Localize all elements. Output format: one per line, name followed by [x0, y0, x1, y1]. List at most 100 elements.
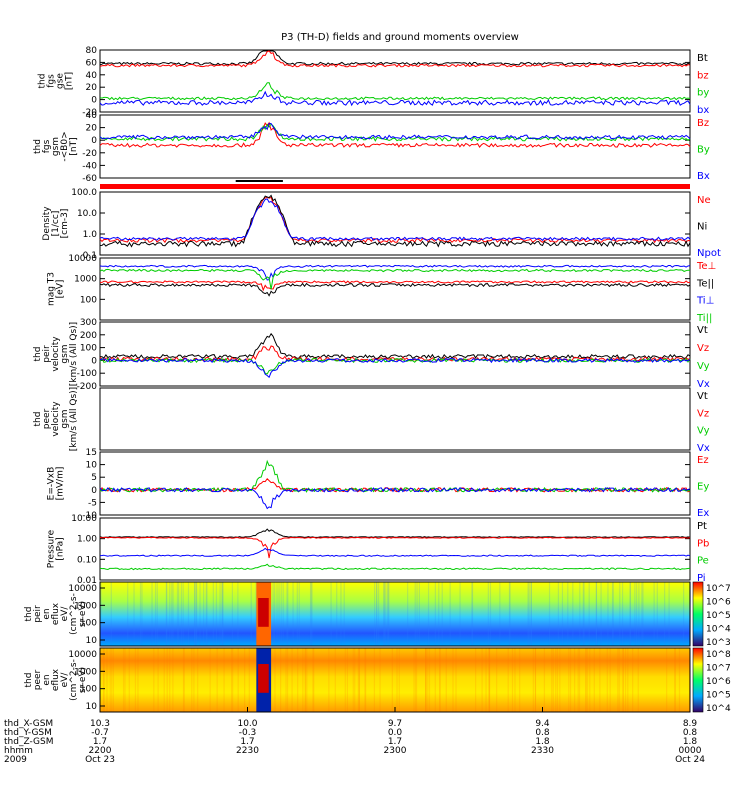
y-tick-label: 10 [86, 636, 98, 646]
spectrogram-streak [666, 648, 668, 712]
spectrogram-streak [621, 582, 624, 646]
panel-ylabel: thd [33, 347, 43, 362]
spectrogram-streak [425, 648, 427, 712]
spectrogram-streak [154, 582, 157, 646]
y-tick-label: 1.00 [77, 535, 97, 545]
x-row-label: hhmm [4, 746, 33, 756]
spectrogram-streak [378, 582, 380, 646]
spectrogram-streak [309, 582, 312, 646]
spectrogram-image [100, 648, 690, 712]
y-tick-label: 0.1 [83, 251, 97, 261]
panel-efield: E=-VxB [mV/m] 15 10 5 0 -5 -10 Ez Ey Ex [47, 448, 710, 521]
spectrogram-streak [475, 648, 477, 712]
spectrogram-streak [222, 582, 224, 646]
spectrogram-streak [579, 582, 581, 646]
panel-frame [99, 321, 691, 387]
x-row-value: 0.8 [535, 728, 550, 738]
spectrogram-streak [203, 582, 205, 646]
spectrogram-streak [414, 582, 416, 646]
legend-By: By [697, 145, 710, 156]
spectrogram-streak [568, 648, 570, 712]
panel-ylabel: sr-eV) [78, 667, 88, 693]
panel-ylabel: thd [33, 412, 43, 427]
spectrogram-image [100, 582, 690, 646]
panel-fgs_gse: thd fgs gse [nT] 80 60 40 20 0 -20 Bt bz by bx [38, 46, 710, 118]
spectrogram-streak [530, 582, 532, 646]
spectrogram-streak [196, 582, 198, 646]
x-row-value: 0.0 [388, 728, 403, 738]
panel-frame [99, 49, 691, 113]
spectrogram-streak [334, 648, 336, 712]
colorbar-tick-label: 10^6 [706, 677, 731, 687]
legend-Ti||: Ti|| [696, 313, 712, 324]
spectrogram-streak [619, 582, 621, 646]
y-tick-label: 100 [80, 295, 97, 305]
panel-ylabel: [km/s (All Qs)] [69, 387, 79, 451]
legend-Bt: Bt [697, 53, 708, 64]
spectrogram-streak [449, 582, 451, 646]
panel-ylabel: thd [38, 74, 48, 89]
spectrogram-streak [438, 582, 440, 646]
x-row-value: 1.7 [388, 737, 402, 747]
spectrogram-streak [624, 648, 627, 712]
x-row-value: 1.7 [93, 737, 107, 747]
spectrogram-streak [231, 582, 233, 646]
panel-peir_velocity: thd peir velocity gsm [km/s (All Qs)] 300 200 1… [33, 318, 710, 392]
series-line-Pb [99, 536, 691, 559]
spectrogram-streak [163, 648, 165, 712]
panel-ylabel: [nT] [65, 72, 75, 90]
y-tick-label: 40 [86, 111, 98, 121]
spectrogram-streak [611, 582, 614, 646]
spectrogram-streak [388, 582, 390, 646]
spectrogram-streak [272, 582, 274, 646]
y-tick-label: 300 [80, 318, 97, 328]
legend-Bz: Bz [697, 118, 709, 129]
y-tick-label: 15 [86, 448, 97, 458]
spectrogram-streak [336, 582, 338, 646]
spectrogram-streak [274, 648, 276, 712]
series-line-Ti|| [99, 268, 690, 290]
spectrogram-streak [488, 648, 490, 712]
spectrogram-streak [205, 582, 207, 646]
x-row-value: 8.9 [683, 719, 698, 729]
spectrogram-streak [340, 582, 342, 646]
spectrogram-streak [668, 582, 670, 646]
panel-ylabel: gsm [60, 344, 70, 363]
y-tick-label: 10 [86, 702, 98, 712]
spectrogram-streak [552, 648, 554, 712]
spectrogram-streak [459, 582, 461, 646]
y-tick-label: -200 [77, 382, 98, 392]
spectrogram-streak [280, 582, 282, 646]
spectrogram-streak [664, 582, 666, 646]
panel-ylabel: peer [33, 669, 43, 690]
spectrogram-streak [415, 648, 418, 712]
panel-frame [99, 257, 691, 321]
spectrogram-streak [485, 648, 487, 712]
y-tick-label: 1000 [74, 667, 97, 677]
spectrogram-streak [291, 648, 293, 712]
series-line-Pe [99, 563, 691, 571]
colorbar-tick-label: 10^7 [706, 584, 731, 594]
spectrogram-streak [555, 648, 557, 712]
y-tick-label: 0 [91, 356, 97, 366]
spectrogram-streak [112, 648, 114, 712]
x-row-value: 9.7 [388, 719, 402, 729]
spectrogram-streak [346, 648, 349, 712]
spectrogram-streak [216, 648, 218, 712]
panel-ylabel: sr-eV) [78, 601, 88, 627]
series-line-Ni [99, 194, 691, 248]
colorbar [692, 581, 704, 647]
spectrogram-streak [425, 648, 427, 712]
spectrogram-streak [169, 648, 171, 712]
spectrogram-streak [439, 648, 441, 712]
spectrogram-streak [445, 648, 447, 712]
panel-ylabel: peir [42, 345, 52, 363]
spectrogram-streak [358, 648, 361, 712]
y-tick-label: -20 [82, 108, 97, 118]
x-axis-table: thd_X-GSM 10.3 10.0 9.7 9.4 8.9 thd_Y-GSM -0.7 -… [4, 707, 705, 765]
spectrogram-streak [471, 582, 473, 646]
panel-ylabel: [mV/m] [56, 467, 66, 501]
panel-ylabel: peir [33, 605, 43, 623]
